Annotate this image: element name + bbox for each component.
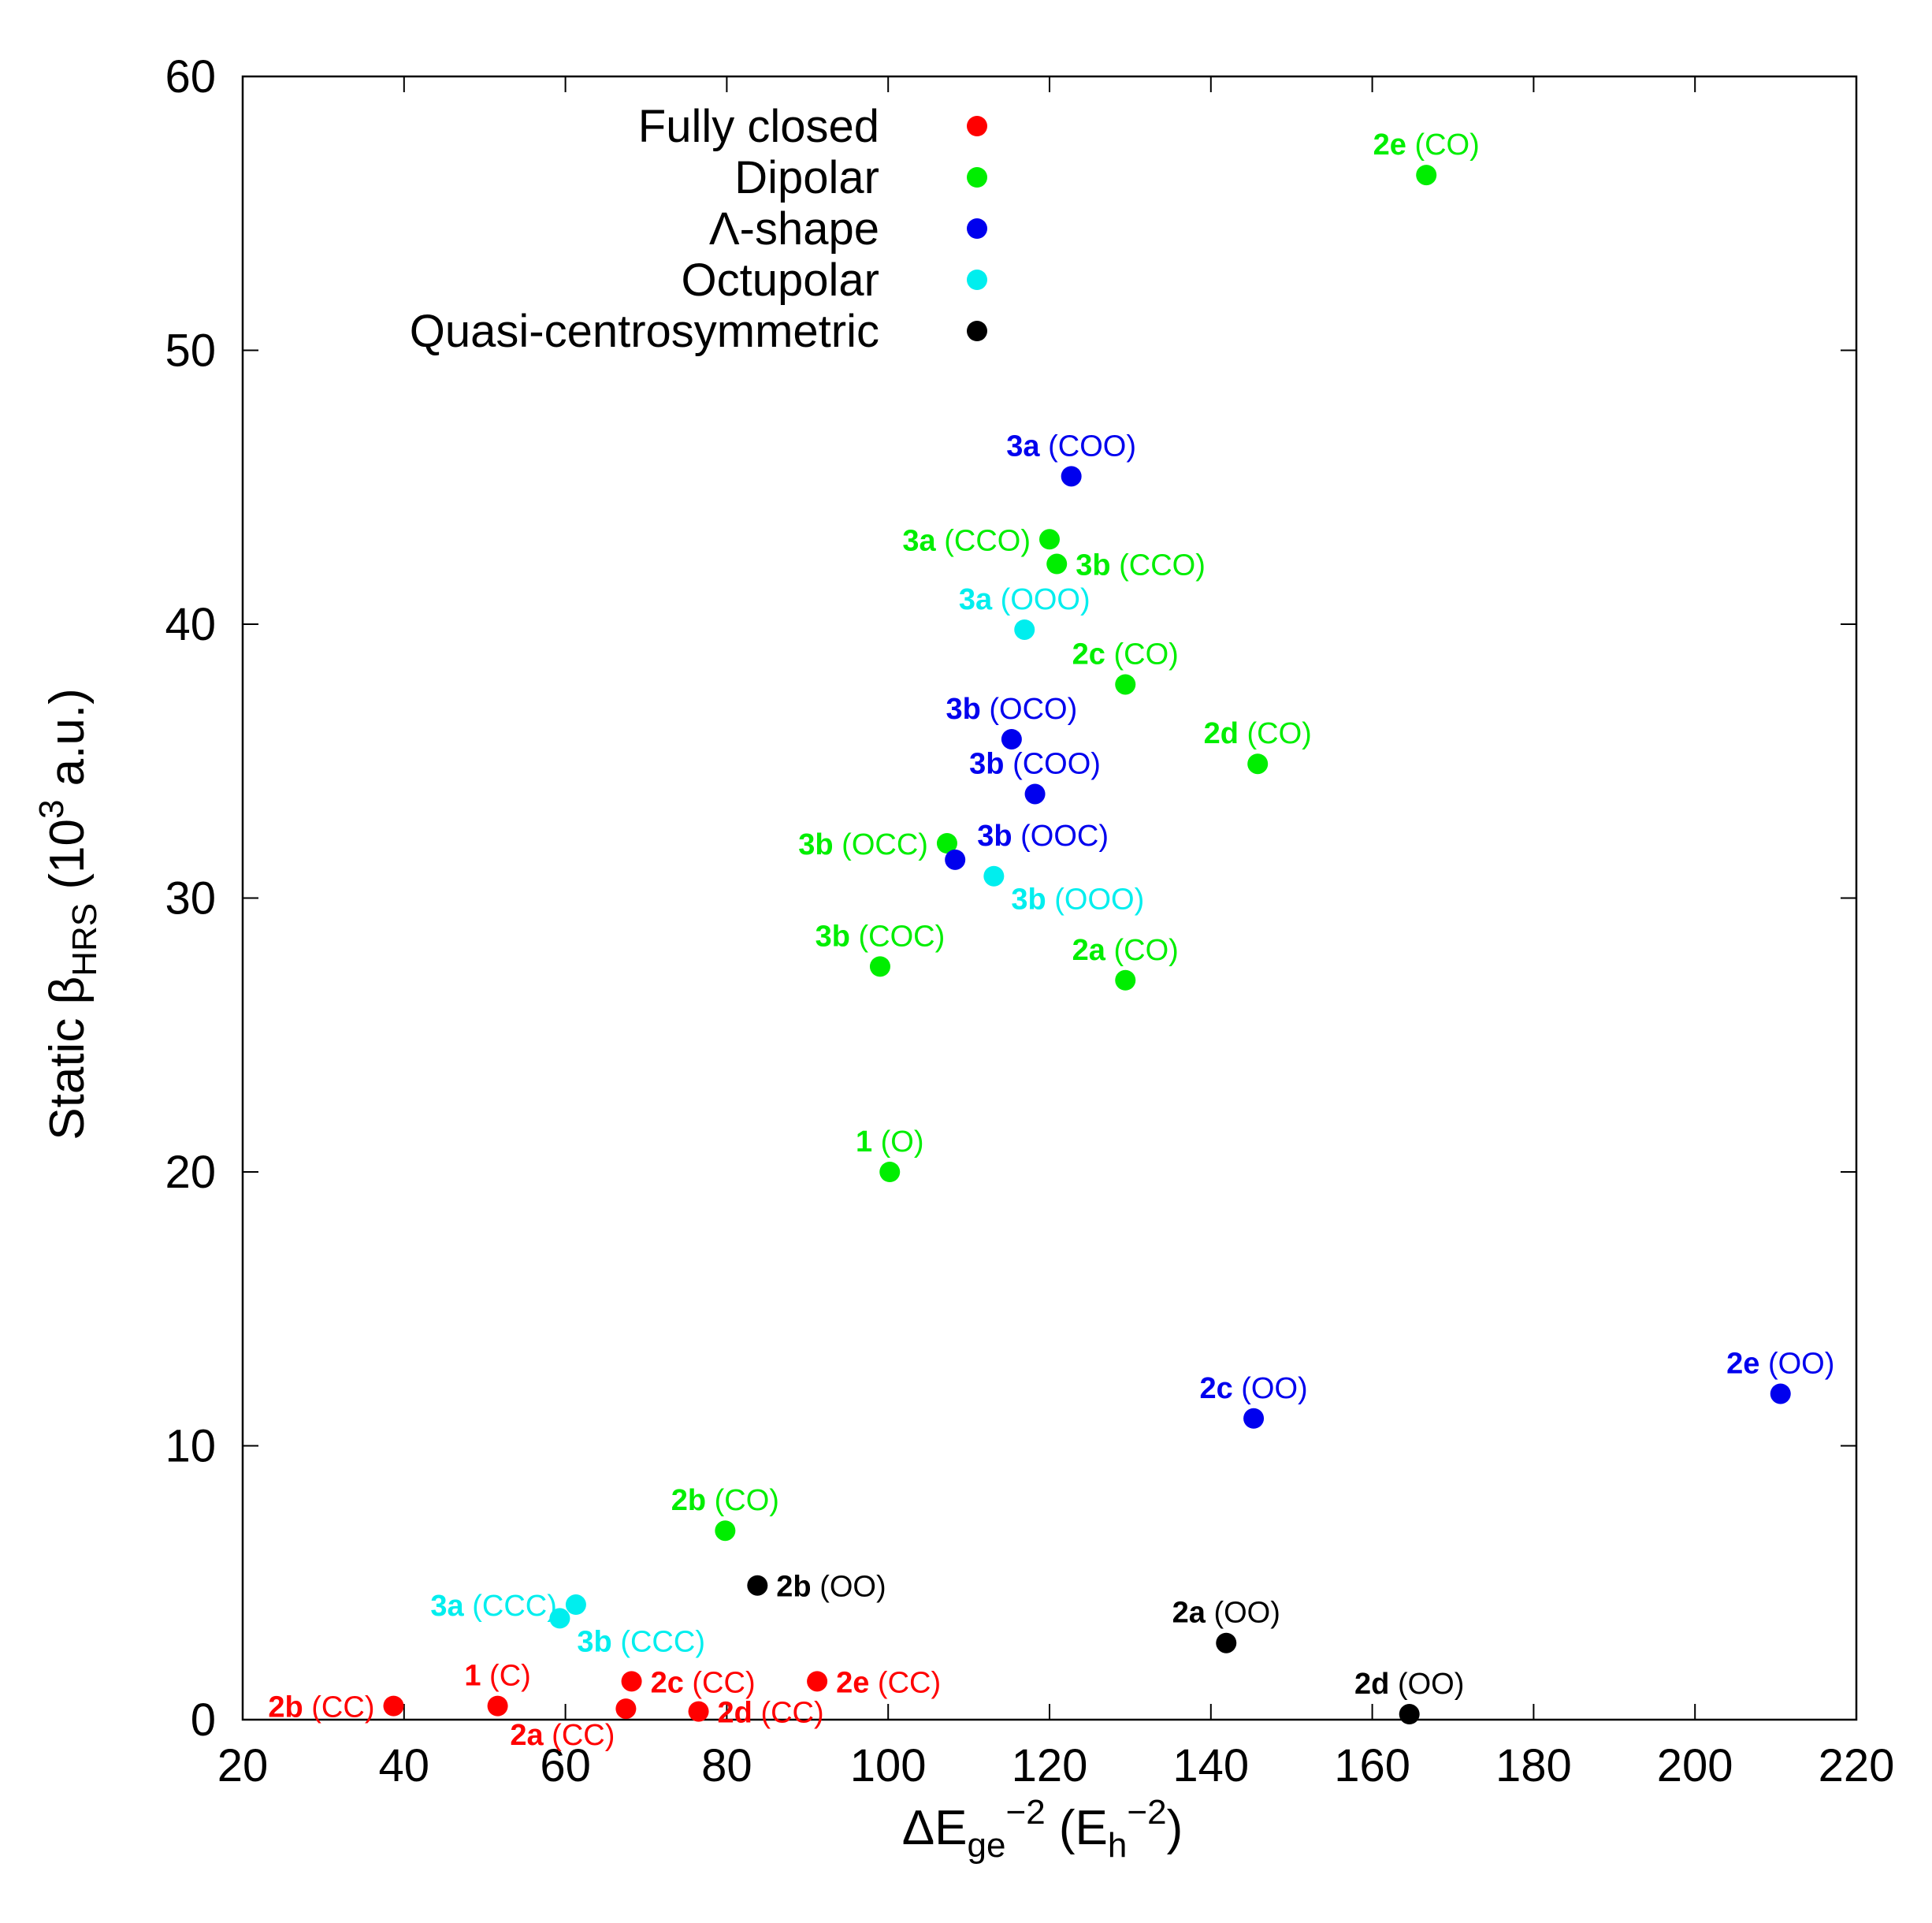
data-point xyxy=(983,865,1005,887)
point-labels: 2b (CC) 1 (C) 2a (CC) 2c (CC)2d (CC) 2e (CC)… xyxy=(268,128,1834,1752)
point-label: 2e (CC) xyxy=(836,1666,941,1699)
point-label: 1 (C) xyxy=(464,1660,530,1693)
data-point xyxy=(615,1698,637,1720)
legend-marker xyxy=(967,321,987,341)
y-tick-label: 40 xyxy=(165,599,216,650)
data-point xyxy=(487,1695,508,1717)
data-point xyxy=(715,1520,736,1542)
point-label: 3a (CCC) xyxy=(430,1590,556,1623)
legend-marker xyxy=(967,167,987,188)
legend-marker xyxy=(967,218,987,239)
point-label: 2a (CC) xyxy=(510,1719,615,1752)
data-point xyxy=(1243,1408,1265,1429)
plot-frame xyxy=(241,75,1858,1721)
point-label: 3a (OOO) xyxy=(959,583,1090,616)
point-label: 2b (CC) xyxy=(268,1691,374,1724)
data-point xyxy=(869,956,890,977)
data-point xyxy=(1770,1383,1791,1404)
data-point xyxy=(807,1671,828,1692)
data-point xyxy=(565,1594,586,1616)
x-tick-label: 160 xyxy=(1334,1740,1410,1791)
y-tick-label: 0 xyxy=(191,1694,216,1746)
data-point xyxy=(1046,553,1068,575)
data-point xyxy=(688,1701,709,1722)
x-tick-label: 40 xyxy=(379,1740,430,1791)
data-point xyxy=(1416,165,1437,186)
y-tick-label: 50 xyxy=(165,325,216,377)
point-label: 3b (OCO) xyxy=(946,693,1077,726)
y-tick-label: 30 xyxy=(165,873,216,924)
legend: Fully closedDipolarΛ-shapeOctupolarQuasi… xyxy=(410,101,987,357)
data-point xyxy=(1247,753,1269,775)
point-label: 2e (CO) xyxy=(1373,128,1480,162)
data-point xyxy=(1024,783,1046,805)
x-tick-label: 120 xyxy=(1012,1740,1088,1791)
y-axis-title: Static βHRS (103 a.u.) xyxy=(32,688,104,1140)
y-tick-label: 60 xyxy=(165,51,216,102)
x-tick-label: 100 xyxy=(850,1740,927,1791)
x-tick-label: 20 xyxy=(217,1740,269,1791)
point-label: 2a (CO) xyxy=(1072,934,1179,967)
data-point xyxy=(945,849,966,870)
point-label: 2d (CO) xyxy=(1204,717,1312,750)
point-label: 3b (OOO) xyxy=(1011,883,1144,917)
legend-label: Fully closed xyxy=(638,101,879,152)
point-label: 3b (OOC) xyxy=(977,820,1109,853)
point-label: 1 (O) xyxy=(856,1125,924,1159)
point-label: 3b (CCO) xyxy=(1076,549,1206,582)
point-label: 2d (CC) xyxy=(718,1697,824,1730)
point-label: 3b (CCC) xyxy=(577,1625,705,1658)
data-point xyxy=(1399,1704,1420,1725)
point-label: 2d (OO) xyxy=(1354,1668,1464,1701)
point-label: 3b (COC) xyxy=(816,920,946,953)
data-point xyxy=(383,1695,404,1717)
legend-label: Quasi-centrosymmetric xyxy=(410,306,879,357)
point-label: 3a (CCO) xyxy=(902,524,1031,557)
data-point xyxy=(936,833,957,854)
point-label: 2b (CO) xyxy=(671,1484,779,1517)
data-point xyxy=(1115,674,1136,695)
point-label: 3b (COO) xyxy=(969,747,1101,780)
point-label: 2b (OO) xyxy=(776,1571,886,1604)
x-tick-label: 220 xyxy=(1819,1740,1895,1791)
y-tick-label: 20 xyxy=(165,1147,216,1198)
data-points xyxy=(383,165,1791,1725)
point-label: 3b (OCC) xyxy=(798,828,928,861)
point-label: 3a (COO) xyxy=(1006,430,1136,463)
data-point xyxy=(1061,466,1082,487)
x-tick-label: 200 xyxy=(1657,1740,1733,1791)
point-label: 2c (CO) xyxy=(1072,638,1179,671)
point-label: 2c (OO) xyxy=(1199,1372,1307,1405)
point-label: 2e (OO) xyxy=(1726,1347,1834,1380)
data-point xyxy=(1001,728,1022,749)
y-tick-label: 10 xyxy=(165,1421,216,1472)
x-tick-label: 60 xyxy=(540,1740,591,1791)
legend-marker xyxy=(967,270,987,290)
data-point xyxy=(1039,529,1060,550)
data-point xyxy=(1014,619,1035,640)
x-axis-title: ΔEge−2 (Eh−2) xyxy=(902,1793,1183,1865)
data-point xyxy=(1115,969,1136,991)
legend-label: Octupolar xyxy=(682,255,879,306)
x-tick-label: 140 xyxy=(1172,1740,1249,1791)
legend-marker xyxy=(967,116,987,136)
axis-ticks: 20 40 60 80 100 120 140 160 180 200 220 0 10 20 30 40 50… xyxy=(165,51,1894,1791)
legend-label: Λ-shape xyxy=(709,203,879,255)
point-label: 2a (OO) xyxy=(1172,1597,1280,1630)
point-label: 2c (CC) xyxy=(651,1666,756,1699)
legend-label: Dipolar xyxy=(734,152,879,203)
data-point xyxy=(621,1671,642,1692)
data-point xyxy=(549,1608,570,1629)
data-point xyxy=(879,1162,901,1182)
x-tick-label: 180 xyxy=(1495,1740,1572,1791)
data-point xyxy=(1216,1632,1237,1653)
x-tick-label: 80 xyxy=(701,1740,752,1791)
data-point xyxy=(747,1575,768,1596)
